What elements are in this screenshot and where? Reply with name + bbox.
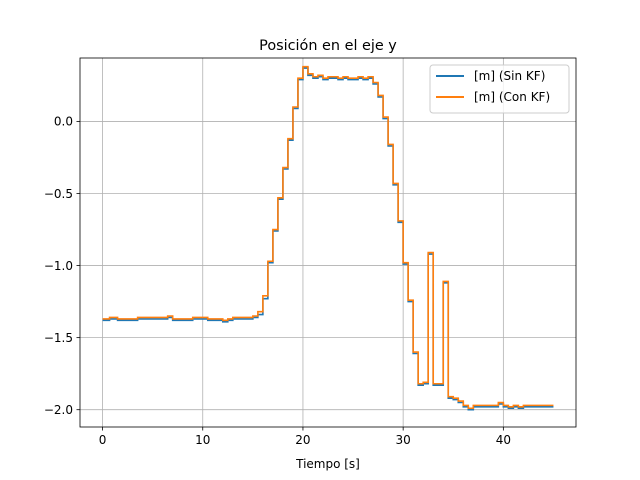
plot-area-frame: [79, 57, 577, 428]
legend-box: [429, 64, 570, 114]
x-tick-label: 30: [396, 433, 411, 447]
legend-label-sin-kf: [m] (Sin KF): [474, 69, 545, 83]
chart-title: Posición en el eje y: [259, 38, 397, 54]
y-tick-label: −1.5: [44, 331, 73, 345]
x-tick-label: 20: [295, 433, 310, 447]
x-axis-label: Tiempo [s]: [295, 457, 360, 471]
legend: [m] (Sin KF) [m] (Con KF): [429, 64, 570, 114]
y-tick-label: 0.0: [54, 115, 73, 129]
x-tick-label: 10: [195, 433, 210, 447]
y-tick-label: −0.5: [44, 187, 73, 201]
y-tick-label: −2.0: [44, 403, 73, 417]
grid-lines: [80, 58, 576, 427]
y-tick-label: −1.0: [44, 259, 73, 273]
y-axis-ticks: −2.0 −1.5 −1.0 −0.5 0.0: [44, 115, 80, 417]
x-tick-label: 0: [99, 433, 107, 447]
series-line-1: [102, 65, 554, 410]
x-tick-label: 40: [496, 433, 511, 447]
x-axis-ticks: 0 10 20 30 40: [99, 427, 511, 447]
legend-label-con-kf: [m] (Con KF): [474, 90, 550, 104]
series-layer: [102, 65, 554, 411]
